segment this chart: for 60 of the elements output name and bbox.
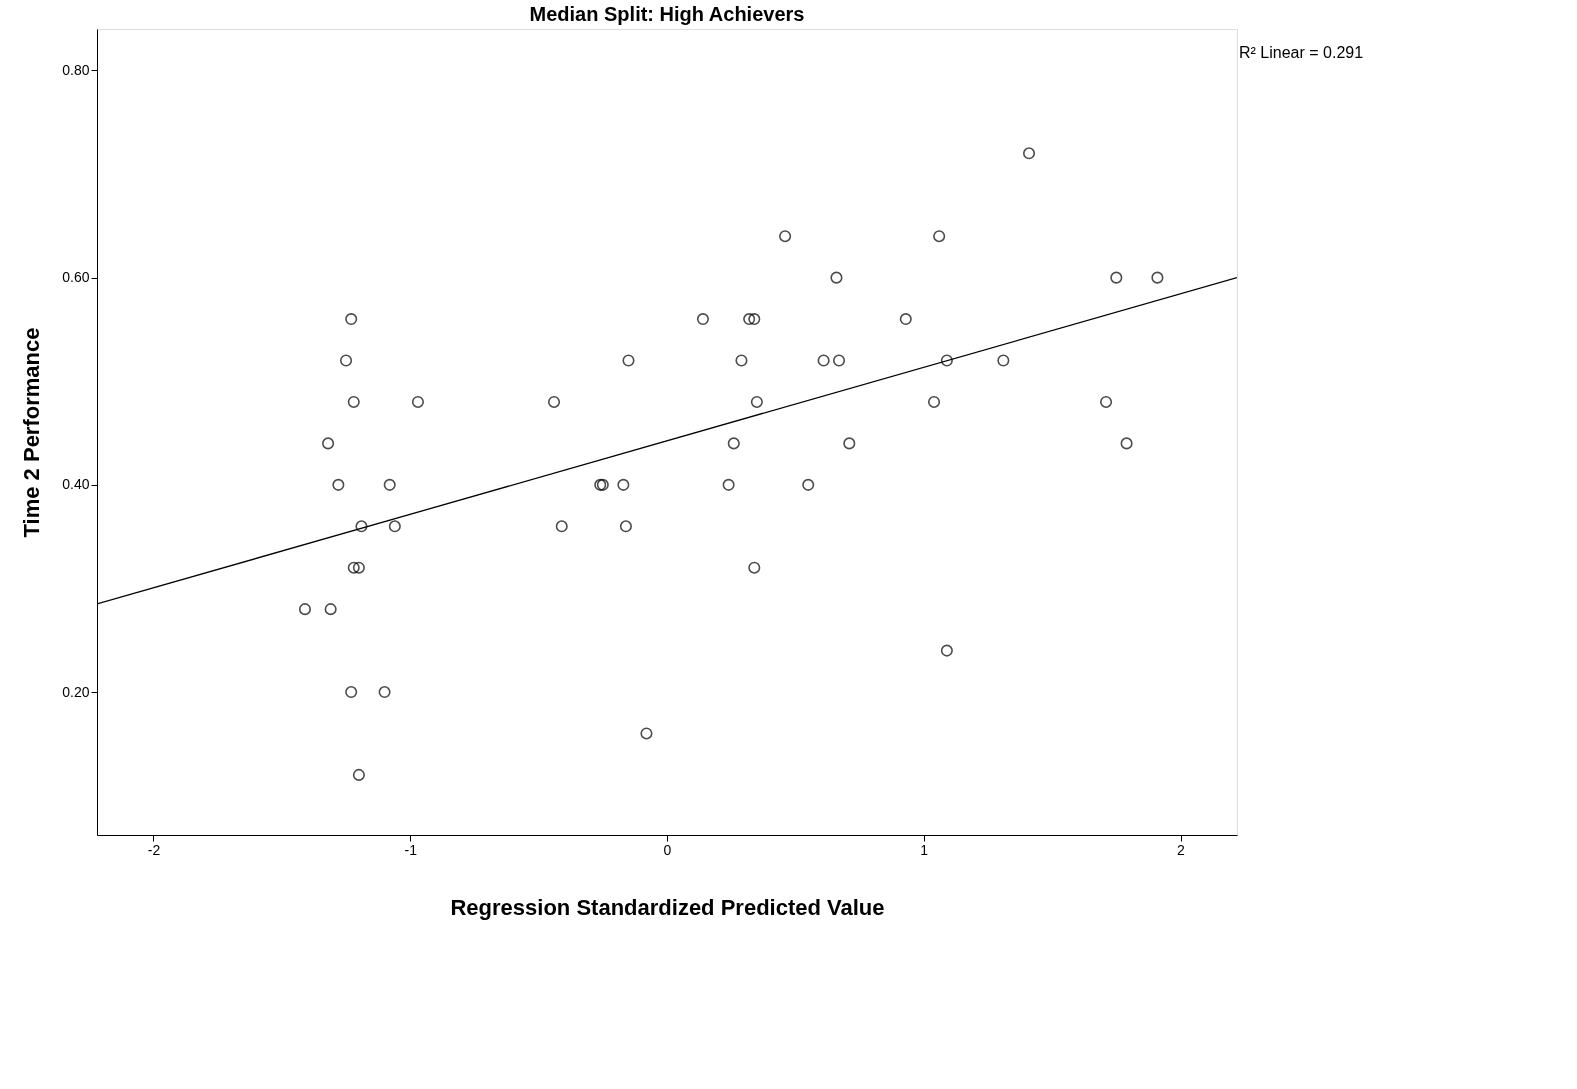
point	[383, 478, 396, 491]
point	[830, 271, 843, 284]
point	[298, 603, 312, 616]
point	[743, 313, 756, 326]
point	[748, 313, 761, 326]
point	[322, 437, 335, 450]
point	[332, 478, 345, 491]
y-tick-label: 0.40	[62, 476, 90, 493]
point	[832, 354, 846, 367]
point	[933, 230, 946, 243]
point	[640, 727, 653, 740]
y-tick-label: 0.20	[62, 683, 90, 700]
point	[411, 395, 424, 408]
point	[619, 520, 632, 533]
point	[997, 354, 1010, 367]
point	[547, 395, 561, 408]
y-tick-label: 0.80	[62, 61, 90, 78]
point	[748, 561, 761, 574]
point	[940, 644, 953, 657]
point	[345, 313, 358, 326]
y-axis-title: Time 2 Performance	[19, 327, 45, 538]
point	[347, 395, 360, 408]
point	[779, 230, 792, 243]
point	[340, 354, 353, 367]
point	[1100, 395, 1113, 408]
point	[352, 561, 365, 574]
y-tick-label: 0.60	[62, 269, 90, 286]
point	[750, 395, 763, 408]
x-tick-label: 2	[1177, 841, 1186, 858]
text: R² Linear = 0.291	[1239, 44, 1364, 61]
x-tick-label: 0	[663, 841, 672, 858]
point	[617, 478, 630, 491]
point	[324, 603, 337, 616]
point	[899, 313, 912, 326]
point	[1022, 147, 1036, 160]
point	[927, 395, 941, 408]
point	[843, 437, 856, 450]
x-tick-label: 1	[920, 841, 929, 858]
point	[555, 520, 568, 533]
point	[1120, 437, 1133, 450]
x-tick-label: -2	[147, 841, 161, 858]
point	[1151, 271, 1164, 284]
point	[1110, 271, 1123, 284]
chart-title: Median Split: High Achievers	[529, 3, 805, 25]
point	[388, 520, 401, 533]
x-axis-title: Regression Standardized Predicted Value	[450, 894, 885, 920]
point	[355, 520, 368, 533]
point	[622, 354, 635, 367]
point	[352, 768, 365, 781]
x-tick-label: -1	[404, 841, 418, 858]
point	[817, 354, 830, 367]
point	[727, 437, 740, 450]
point	[347, 561, 360, 574]
point	[696, 313, 709, 326]
point	[802, 478, 815, 491]
point	[940, 354, 953, 367]
point	[378, 686, 391, 699]
point	[345, 686, 358, 699]
point	[722, 478, 735, 491]
point	[735, 354, 748, 367]
